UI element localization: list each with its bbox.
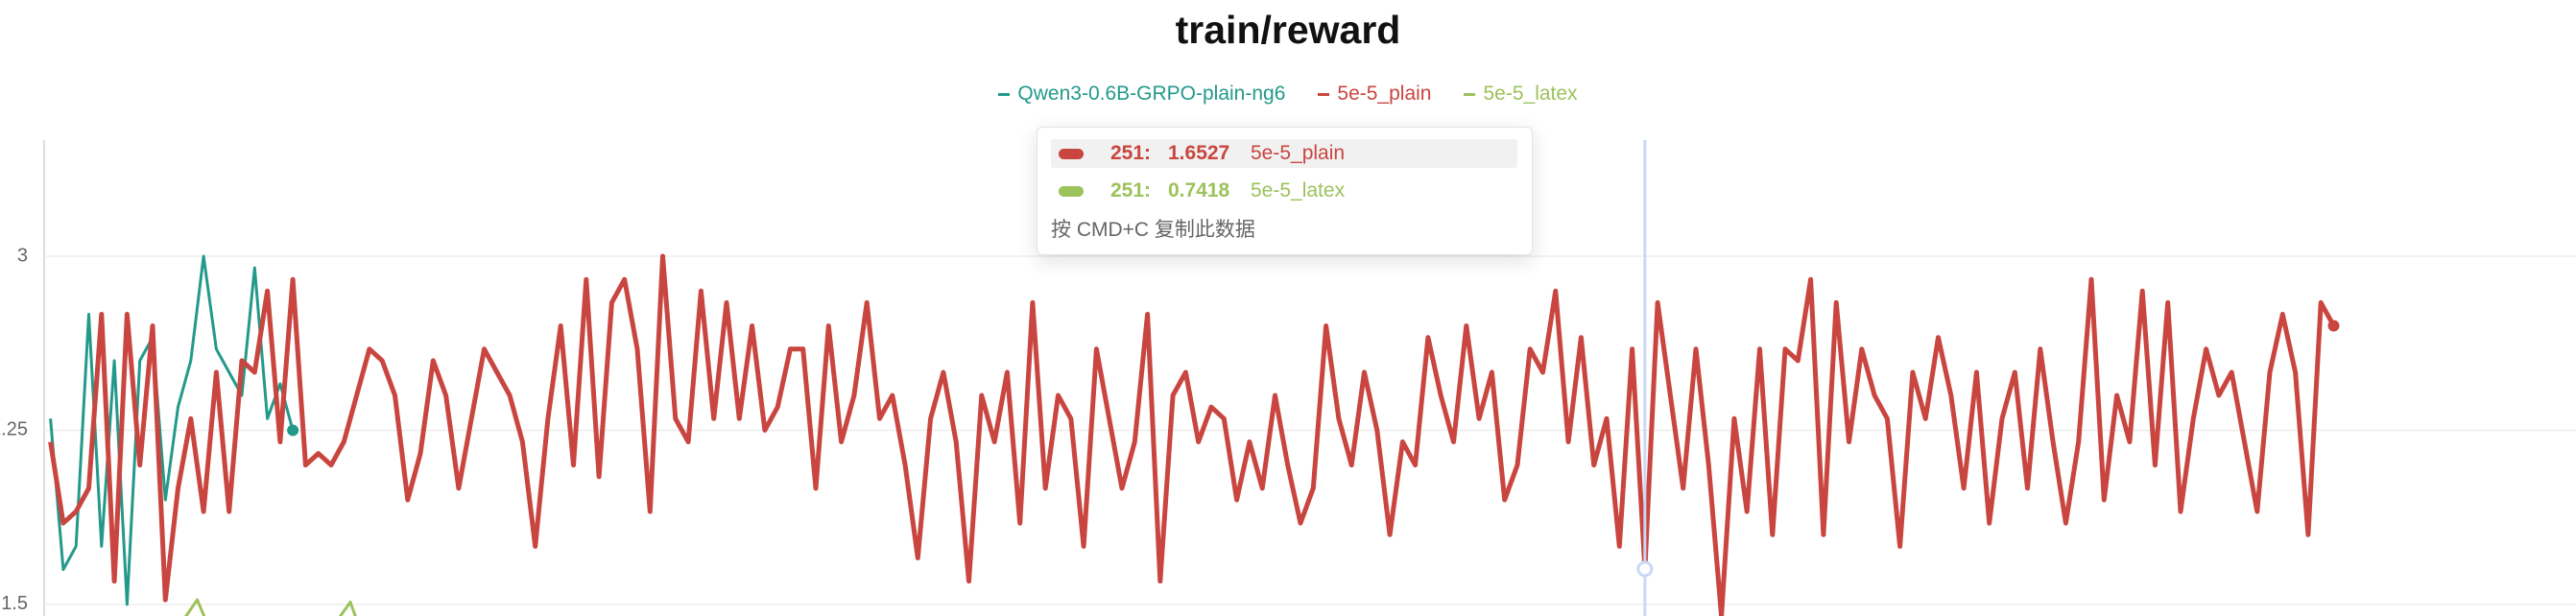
legend-item: Qwen3-0.6B-GRPO-plain-ng6 bbox=[998, 83, 1285, 106]
series-line bbox=[49, 254, 295, 606]
y-tick-label: 1.5 bbox=[1, 593, 28, 614]
chart-title: train/reward bbox=[1175, 8, 1401, 52]
legend-swatch bbox=[998, 92, 1011, 96]
legend-item: 5e-5_latex bbox=[1464, 83, 1578, 106]
tooltip-hint: 按 CMD+C 复制此数据 bbox=[1051, 219, 1255, 241]
legend-swatch bbox=[1318, 92, 1330, 96]
legend-label: 5e-5_plain bbox=[1337, 83, 1432, 105]
end-point bbox=[287, 424, 299, 437]
tooltip-series: 5e-5_latex bbox=[1251, 179, 1346, 201]
end-point bbox=[2327, 320, 2340, 332]
y-tick-label: 3 bbox=[17, 245, 28, 266]
legend-swatch bbox=[1464, 92, 1476, 96]
tooltip-swatch bbox=[1059, 185, 1084, 197]
legend: Qwen3-0.6B-GRPO-plain-ng6 5e-5_plain 5e-5_… bbox=[0, 83, 2576, 106]
tooltip-series: 5e-5_plain bbox=[1251, 142, 1346, 164]
legend-label: Qwen3-0.6B-GRPO-plain-ng6 bbox=[1017, 83, 1286, 105]
tooltip-step: 251: bbox=[1110, 179, 1152, 201]
tooltip-row: 251: 0.7418 5e-5_latex bbox=[1051, 177, 1517, 205]
plot-area bbox=[48, 140, 2340, 616]
tooltip-step: 251: bbox=[1110, 142, 1152, 164]
series-line bbox=[184, 598, 357, 616]
tooltip-value: 0.7418 bbox=[1168, 179, 1230, 201]
tooltip-swatch bbox=[1059, 148, 1084, 159]
tooltip-value: 1.6527 bbox=[1168, 142, 1230, 164]
y-tick-label: 2.25 bbox=[0, 419, 28, 440]
tooltip-row: 251: 1.6527 5e-5_plain bbox=[1051, 139, 1517, 168]
series-line bbox=[48, 253, 2336, 616]
hover-point bbox=[1636, 560, 1654, 578]
legend-item: 5e-5_plain bbox=[1318, 83, 1431, 106]
legend-label: 5e-5_latex bbox=[1483, 83, 1578, 105]
tooltip: 按 CMD+C 复制此数据 251: 1.6527 5e-5_plain 251: 0.… bbox=[1037, 127, 1533, 255]
